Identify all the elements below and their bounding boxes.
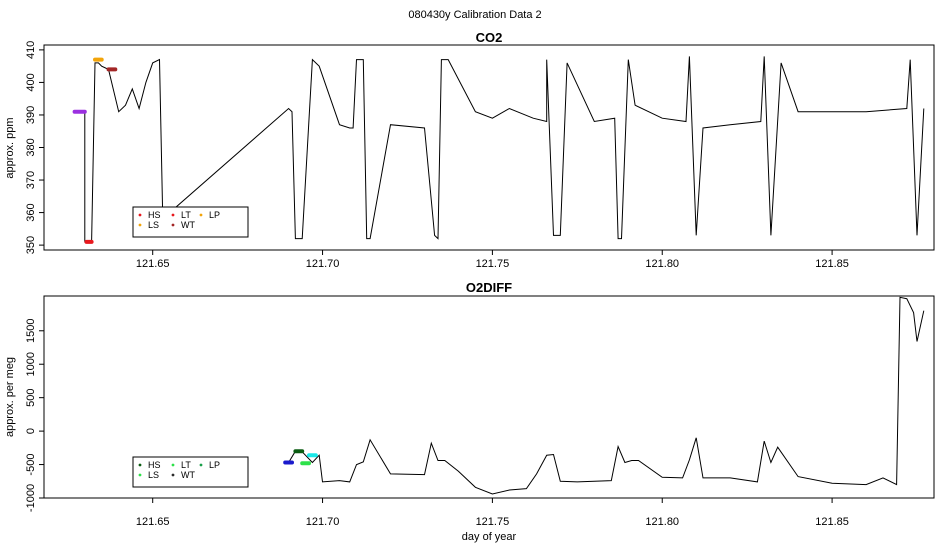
o2diff-x-tick-label: 121.85	[815, 516, 849, 528]
o2diff-legend-items: HS LT LP LS WT	[138, 460, 220, 480]
o2diff-legend-label: LS	[148, 470, 159, 480]
o2diff-panel: O2DIFF approx. per meg 121.65 121.70 121.7…	[4, 280, 935, 528]
co2-y-axis-label: approx. ppm	[4, 117, 16, 178]
co2-y-tick-label: 360	[25, 203, 37, 221]
o2diff-legend-marker	[138, 473, 142, 477]
co2-axis-ticks: 121.65 121.70 121.75 121.80 121.85 350 360 370 3…	[25, 41, 849, 270]
x-axis-label: day of year	[462, 531, 517, 543]
co2-panel: CO2 approx. ppm 121.65 121.70 121.75 121.80…	[4, 30, 935, 270]
o2diff-legend-marker	[138, 463, 142, 467]
co2-panel-title: CO2	[476, 30, 503, 45]
o2diff-y-axis-label: approx. per meg	[4, 357, 16, 437]
o2diff-legend-label: WT	[181, 470, 195, 480]
co2-series-layer	[72, 56, 925, 244]
o2diff-legend-label: LP	[209, 460, 220, 470]
o2diff-x-tick-label: 121.65	[136, 516, 170, 528]
o2diff-legend-marker	[171, 463, 175, 467]
o2diff-legend-label: HS	[148, 460, 161, 470]
co2-y-tick-label: 380	[25, 138, 37, 156]
o2diff-y-tick-label: 0	[25, 428, 37, 434]
co2-x-tick-label: 121.80	[645, 258, 679, 270]
o2diff-legend-label: LT	[181, 460, 191, 470]
o2diff-legend: HS LT LP LS WT	[132, 456, 249, 488]
co2-legend: HS LT LP LS WT	[132, 206, 249, 238]
o2diff-x-tick-label: 121.70	[306, 516, 340, 528]
co2-series-main	[74, 56, 925, 243]
o2diff-legend-box	[132, 456, 249, 488]
co2-legend-label: LT	[181, 210, 191, 220]
co2-y-tick-label: 370	[25, 171, 37, 189]
co2-legend-marker	[171, 213, 175, 217]
o2diff-axis-ticks: 121.65 121.70 121.75 121.80 121.85 -1000 -500 0…	[25, 319, 849, 528]
co2-legend-marker	[199, 213, 203, 217]
co2-y-tick-label: 410	[25, 41, 37, 59]
co2-y-tick-label: 350	[25, 236, 37, 254]
co2-x-tick-label: 121.70	[306, 258, 340, 270]
o2diff-y-tick-label: 500	[25, 388, 37, 406]
o2diff-x-tick-label: 121.75	[476, 516, 510, 528]
co2-legend-marker	[171, 223, 175, 227]
o2diff-legend-marker	[171, 473, 175, 477]
o2diff-x-tick-label: 121.80	[645, 516, 679, 528]
o2diff-y-tick-label: -500	[25, 454, 37, 476]
o2diff-y-tick-label: -1000	[25, 484, 37, 512]
co2-legend-box	[132, 206, 249, 238]
co2-x-tick-label: 121.85	[815, 258, 849, 270]
co2-legend-label: HS	[148, 210, 161, 220]
co2-x-tick-label: 121.75	[476, 258, 510, 270]
co2-legend-label: WT	[181, 220, 195, 230]
o2diff-panel-title: O2DIFF	[466, 280, 512, 295]
co2-legend-marker	[138, 223, 142, 227]
co2-y-tick-label: 390	[25, 106, 37, 124]
o2diff-y-tick-label: 1500	[25, 319, 37, 343]
o2diff-plot-box	[43, 295, 935, 499]
co2-legend-items: HS LT LP LS WT	[138, 210, 220, 230]
co2-legend-label: LS	[148, 220, 159, 230]
o2diff-legend-marker	[199, 463, 203, 467]
co2-x-tick-label: 121.65	[136, 258, 170, 270]
co2-y-tick-label: 400	[25, 73, 37, 91]
o2diff-series-layer	[283, 296, 925, 495]
co2-legend-label: LP	[209, 210, 220, 220]
o2diff-y-tick-label: 1000	[25, 352, 37, 376]
o2diff-series-main	[288, 296, 925, 495]
figure-suptitle: 080430y Calibration Data 2	[408, 9, 541, 21]
co2-legend-marker	[138, 213, 142, 217]
